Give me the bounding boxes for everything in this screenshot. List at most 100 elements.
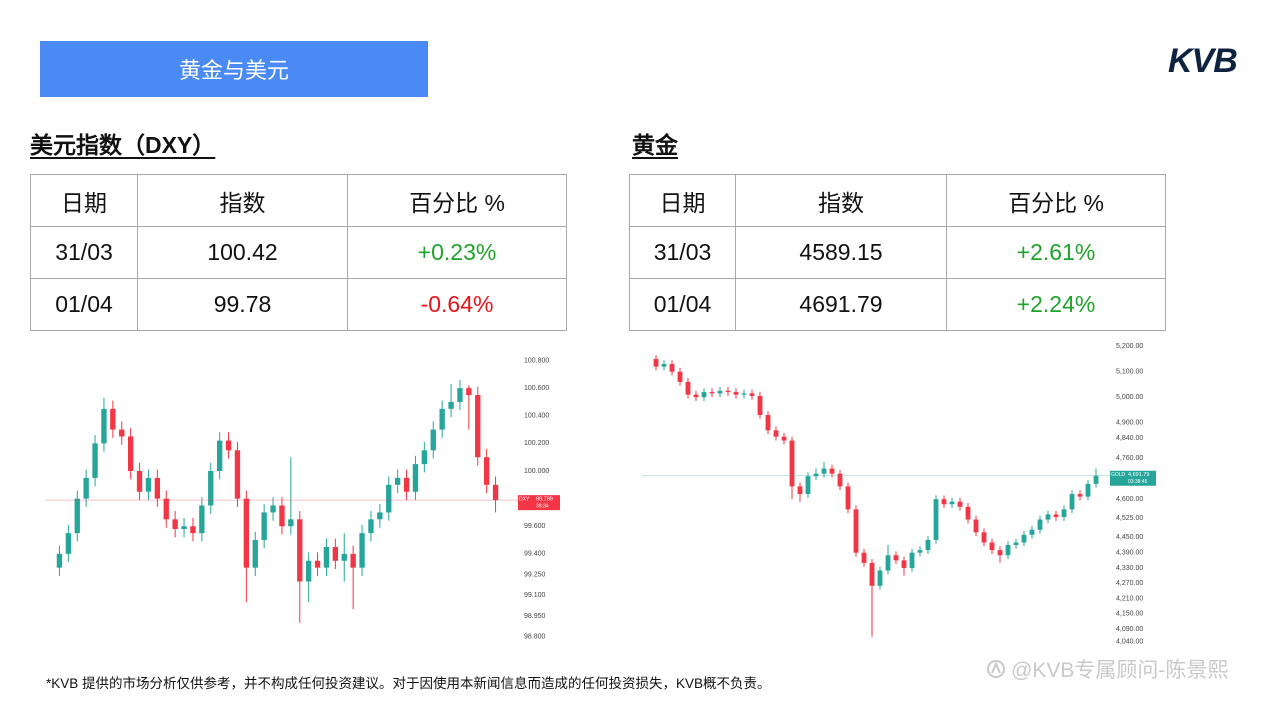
candle-body [837, 473, 843, 487]
candle-body [917, 550, 923, 553]
y-tick-label: 4,600.00 [1116, 496, 1143, 503]
candle-body [475, 395, 481, 458]
candle-body [119, 429, 125, 437]
y-tick-label: 99.250 [524, 571, 546, 578]
header-cell: 指数 [137, 174, 348, 227]
header-cell: 日期 [30, 174, 138, 227]
candle-body [813, 473, 819, 477]
cell: 01/04 [30, 278, 138, 331]
candle-body [412, 464, 419, 492]
candle-body [101, 408, 107, 444]
candle-body [789, 440, 795, 487]
candle-body [492, 484, 499, 500]
candle-body [190, 526, 196, 534]
candle-body [403, 477, 410, 492]
candle-body [483, 457, 490, 485]
candle-body [288, 519, 294, 527]
candle-body [701, 392, 707, 398]
candle-body [154, 477, 161, 499]
header-cell: 日期 [629, 174, 736, 227]
candle-body [709, 392, 715, 394]
candle-body [377, 512, 383, 520]
section-title: 美元指数（DXY） [30, 132, 216, 158]
header-cell: 百分比 % [347, 174, 567, 227]
candle-body [1005, 545, 1011, 556]
cell: -0.64% [347, 278, 567, 331]
candle-body [56, 553, 63, 568]
candle-body [181, 526, 187, 529]
candle-body [805, 476, 811, 495]
candle-body [725, 390, 731, 393]
candle-body [65, 533, 72, 554]
candle-body [781, 436, 787, 441]
y-tick-label: 4,330.00 [1116, 565, 1143, 572]
candle-body [145, 477, 152, 492]
watermark-icon [987, 660, 1005, 678]
cell: 99.78 [137, 278, 348, 331]
candle-body [965, 506, 971, 520]
candle-body [83, 477, 89, 499]
price-tag [1110, 470, 1156, 486]
candle-body [314, 560, 321, 568]
candle-body [829, 468, 835, 474]
candle-body [757, 395, 763, 416]
candle-body [430, 429, 436, 451]
candle-body [279, 505, 285, 527]
candle-body [359, 533, 365, 568]
y-tick-label: 98.950 [524, 613, 546, 620]
cell: 4691.79 [735, 278, 947, 331]
candle-body [1093, 475, 1099, 484]
candle-body [421, 450, 428, 465]
candle-body [234, 450, 241, 499]
candle-body [394, 477, 401, 485]
price-tag-price: 4,691.79 [1128, 472, 1149, 478]
candle-body [74, 498, 80, 534]
candle-body [677, 371, 683, 382]
y-tick-label: 100.400 [524, 413, 549, 420]
candle-body [661, 364, 667, 367]
candle-body [773, 430, 779, 437]
y-tick-label: 98.800 [524, 634, 546, 641]
candle-body [448, 401, 454, 409]
candle-body [297, 519, 303, 582]
candle-body [869, 562, 875, 586]
candle-body [1021, 534, 1027, 543]
section-title: 黄金 [632, 132, 678, 158]
cell: 31/03 [629, 226, 736, 279]
y-tick-label: 100.200 [524, 440, 549, 447]
candle-body [270, 505, 276, 513]
candle-body [1085, 483, 1091, 497]
gold-chart: 5,200.00 5,100.00 5,000.00 4,900.00 4,840.00… [642, 343, 1156, 646]
y-tick-label: 5,100.00 [1116, 369, 1143, 376]
candle-body [733, 392, 739, 395]
gold-table: 日期 指数 百分比 % 31/03 4589.15 +2.61% 01/04 4691.7… [629, 174, 1166, 331]
candle-body [341, 553, 347, 561]
candle-body [466, 388, 472, 396]
candle-body [893, 555, 899, 561]
y-tick-label: 4,525.00 [1116, 515, 1143, 522]
candle-body [136, 471, 143, 492]
candle-body [1045, 514, 1051, 520]
y-tick-label: 4,760.00 [1116, 455, 1143, 462]
candle-body [797, 486, 803, 495]
y-tick-label: 99.100 [524, 592, 546, 599]
candle-body [933, 499, 939, 540]
candle-body [163, 498, 169, 520]
y-tick-label: 4,150.00 [1116, 611, 1143, 618]
cell: +2.24% [946, 278, 1166, 331]
candle-body [243, 498, 250, 568]
y-tick-label: 4,390.00 [1116, 550, 1143, 557]
y-tick-label: 4,840.00 [1116, 435, 1143, 442]
price-tag-symbol: GOLD [1111, 472, 1126, 478]
candle-body [973, 519, 979, 533]
candle-body [305, 560, 312, 582]
y-tick-label: 4,450.00 [1116, 534, 1143, 541]
candle-body [717, 390, 723, 394]
candle-body [741, 393, 747, 395]
candle-body [1013, 542, 1019, 546]
candle-body [1053, 514, 1059, 517]
candle-body [981, 532, 987, 543]
candle-body [685, 381, 691, 395]
candle-body [669, 364, 675, 372]
candle-body [457, 388, 463, 402]
